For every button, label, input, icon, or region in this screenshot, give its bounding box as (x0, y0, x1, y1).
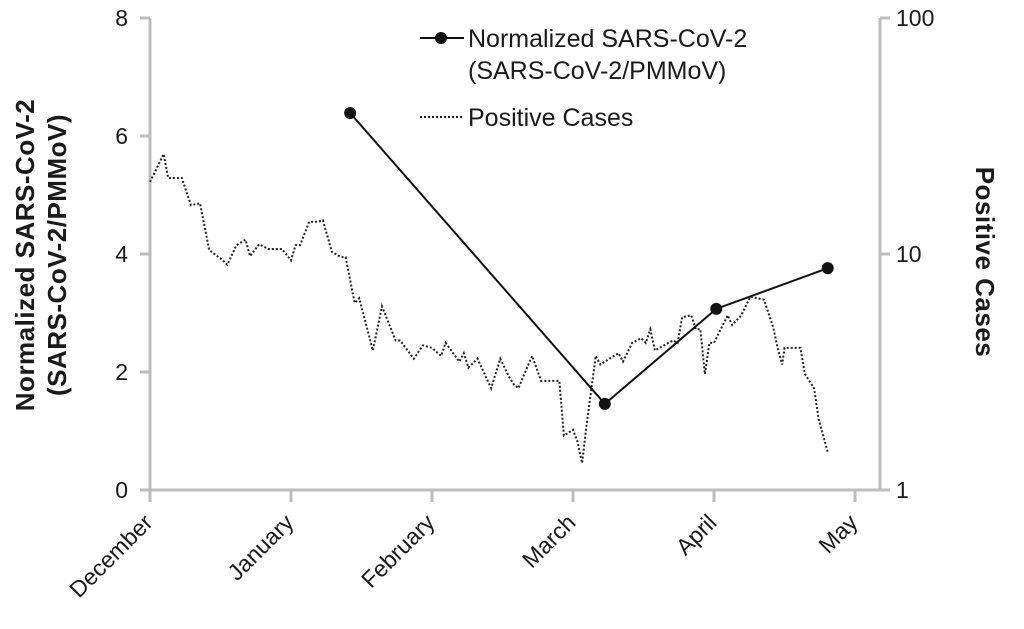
positive-cases-line (150, 154, 828, 463)
left-tick-label: 2 (115, 359, 128, 385)
x-tick-label: May (813, 509, 862, 558)
normalized-sars-cov-2-line (350, 113, 828, 404)
left-axis-title-line1: Normalized SARS-CoV-2 (10, 99, 40, 411)
right-axis-title: Positive Cases (970, 167, 1000, 358)
legend-marker-normalized (435, 32, 447, 44)
left-tick-label: 0 (115, 477, 128, 503)
x-tick-label: March (517, 509, 581, 573)
x-tick-label: April (671, 509, 722, 560)
x-tick-label: January (222, 509, 299, 586)
legend-label-cases: Positive Cases (468, 104, 633, 132)
left-axis-title-line2: (SARS-CoV-2/PMMoV) (42, 114, 72, 396)
normalized-sars-cov-2-point (822, 262, 834, 274)
legend: Normalized SARS-CoV-2 (SARS-CoV-2/PMMoV)… (420, 25, 747, 132)
right-tick-label: 10 (896, 241, 922, 267)
left-axis-title: Normalized SARS-CoV-2 (SARS-CoV-2/PMMoV) (10, 99, 72, 411)
right-tick-label: 1 (896, 477, 909, 503)
normalized-sars-cov-2-point (710, 303, 722, 315)
left-tick-label: 4 (115, 241, 128, 267)
axes: 0 2 4 6 8 1 10 100 December January February March A… (64, 5, 934, 603)
legend-label-normalized: Normalized SARS-CoV-2 (468, 25, 747, 53)
chart-marks (150, 107, 834, 463)
legend-label-normalized-line2: (SARS-CoV-2/PMMoV) (468, 57, 726, 85)
normalized-sars-cov-2-point (344, 107, 356, 119)
normalized-sars-cov-2-point (599, 398, 611, 410)
x-tick-label: February (356, 509, 440, 593)
x-tick-label: December (64, 509, 158, 603)
left-tick-label: 6 (115, 123, 128, 149)
right-tick-label: 100 (896, 5, 934, 31)
left-tick-label: 8 (115, 5, 128, 31)
